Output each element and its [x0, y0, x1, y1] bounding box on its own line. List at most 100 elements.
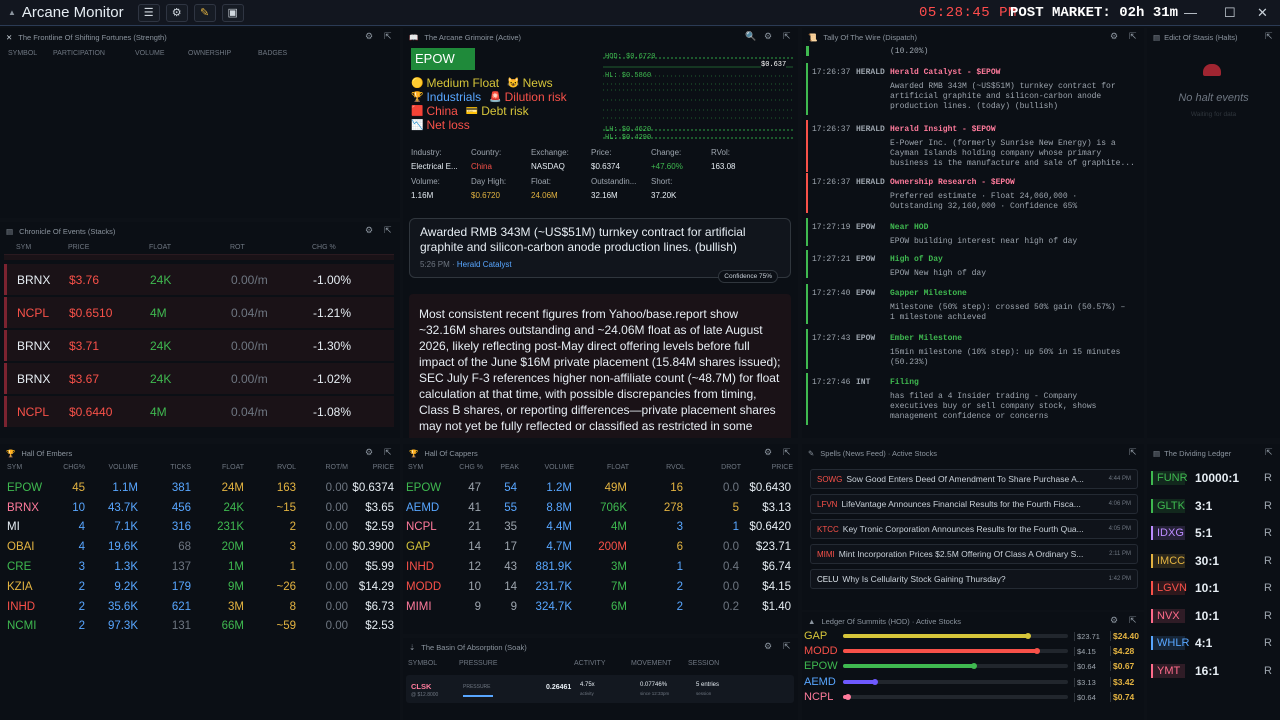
collapse-icon[interactable]: ⇱	[783, 447, 791, 457]
summit-row[interactable]: NCPL $0.64 $0.74	[802, 690, 1144, 705]
news-item[interactable]: LFVN LifeVantage Announces Financial Resu…	[810, 494, 1138, 514]
news-item[interactable]: SOWG Sow Good Enters Deed Of Amendment To…	[810, 469, 1138, 489]
table-row[interactable]: MODD 10 14 231.7K 7M 2 0.0 $4.15	[403, 577, 798, 597]
gear-icon[interactable]: ⚙	[365, 31, 374, 41]
col-chg[interactable]: CHG%	[63, 463, 85, 471]
col-drot[interactable]: DROT	[721, 463, 741, 471]
edit-button[interactable]: ✎	[193, 3, 216, 22]
collapse-icon[interactable]: ⇱	[783, 31, 791, 41]
col-float[interactable]: FLOAT	[606, 463, 629, 471]
wire-item[interactable]: 17:26:37 HERALD Ownership Research - $EPOW…	[812, 178, 1142, 211]
wire-item[interactable]: 17:27:43 EPOW Ember Milestone 15min milesto…	[812, 334, 1142, 367]
split-row[interactable]: NVX 10:1 R	[1147, 604, 1280, 628]
table-row[interactable]: CRE 3 1.3K 137 1M 1 0.00 $5.99	[0, 557, 400, 577]
collapse-icon[interactable]: ⇱	[1129, 447, 1137, 457]
stack-row[interactable]: NCPL $0.6510 4M 0.04/m -1.21%	[4, 297, 394, 328]
col-chg[interactable]: CHG %	[459, 463, 483, 471]
col-movement[interactable]: MOVEMENT	[631, 659, 672, 667]
col-volume[interactable]: VOLUME	[108, 463, 138, 471]
col-price[interactable]: PRICE	[771, 463, 793, 471]
minimize-button[interactable]: —	[1184, 5, 1197, 20]
col-badges[interactable]: BADGES	[258, 49, 288, 57]
summit-row[interactable]: EPOW $0.64 $0.67	[802, 659, 1144, 674]
news-item[interactable]: MIMI Mint Incorporation Prices $2.5M Offe…	[810, 544, 1138, 564]
collapse-icon[interactable]: ⇱	[1265, 447, 1273, 457]
col-float[interactable]: FLOAT	[149, 243, 172, 251]
collapse-icon[interactable]: ⇱	[1265, 31, 1273, 41]
table-row[interactable]: NCPL 21 35 4.4M 4M 3 1 $0.6420	[403, 518, 798, 538]
basin-row[interactable]: CLSK @ $12.8000 PRESSURE 0.26461 4.75x a…	[406, 675, 794, 703]
stack-row[interactable]: NCPL $0.6440 4M 0.04/m -1.08%	[4, 396, 394, 427]
wire-item[interactable]: 17:27:40 EPOW Gapper Milestone Milestone (5…	[812, 289, 1142, 322]
col-rot[interactable]: ROT/M	[325, 463, 348, 471]
col-rvol[interactable]: RVOL	[277, 463, 296, 471]
split-row[interactable]: FUNR 10000:1 R	[1147, 466, 1280, 490]
table-row[interactable]: NCMI 2 97.3K 131 66M ~59 0.00 $2.53	[0, 617, 400, 637]
wire-item[interactable]: 17:27:46 INT Filing has filed a 4 Insider t…	[812, 378, 1142, 421]
col-rvol[interactable]: RVOL	[666, 463, 685, 471]
col-ticks[interactable]: TICKS	[170, 463, 191, 471]
split-row[interactable]: IDXG 5:1 R	[1147, 521, 1280, 545]
gear-icon[interactable]: ⚙	[1110, 615, 1119, 625]
col-activity[interactable]: ACTIVITY	[574, 659, 606, 667]
gear-icon[interactable]: ⚙	[365, 447, 374, 457]
col-float[interactable]: FLOAT	[221, 463, 244, 471]
col-session[interactable]: SESSION	[688, 659, 720, 667]
stack-row[interactable]: BRNX $3.76 24K 0.00/m -1.00%	[4, 264, 394, 295]
col-peak[interactable]: PEAK	[500, 463, 519, 471]
table-row[interactable]: MIMI 9 9 324.7K 6M 2 0.2 $1.40	[403, 597, 798, 617]
col-symbol[interactable]: SYMBOL	[8, 49, 38, 57]
collapse-icon[interactable]: ⇱	[1129, 31, 1137, 41]
settings-button[interactable]: ⚙	[165, 3, 188, 22]
layout-button[interactable]: ▣	[221, 3, 244, 22]
wire-item[interactable]: 17:27:19 EPOW Near HOD EPOW building intere…	[812, 223, 1142, 246]
news-item[interactable]: KTCC Key Tronic Corporation Announces Res…	[810, 519, 1138, 539]
table-row[interactable]: EPOW 45 1.1M 381 24M 163 0.00 $0.6374	[0, 478, 400, 498]
table-row[interactable]: OBAI 4 19.6K 68 20M 3 0.00 $0.3900	[0, 537, 400, 557]
symbol-badge[interactable]: EPOW	[411, 48, 475, 70]
split-row[interactable]: IMCC 30:1 R	[1147, 549, 1280, 573]
wire-item[interactable]: 17:26:37 HERALD Herald Insight - $EPOW E-Po…	[812, 125, 1142, 168]
stack-row[interactable]: BRNX $3.71 24K 0.00/m -1.30%	[4, 330, 394, 361]
gear-icon[interactable]: ⚙	[1110, 31, 1119, 41]
collapse-icon[interactable]: ⇱	[384, 31, 392, 41]
headline-source[interactable]: Herald Catalyst	[456, 260, 512, 269]
col-ownership[interactable]: OWNERSHIP	[188, 49, 232, 57]
col-sym[interactable]: SYM	[16, 243, 32, 251]
split-row[interactable]: LGVN 10:1 R	[1147, 576, 1280, 600]
col-sym[interactable]: SYM	[7, 463, 23, 471]
col-pressure[interactable]: PRESSURE	[459, 659, 498, 667]
news-item[interactable]: CELU Why Is Cellularity Stock Gaining Thu…	[810, 569, 1138, 589]
gear-icon[interactable]: ⚙	[764, 31, 773, 41]
col-chg[interactable]: CHG %	[312, 243, 336, 251]
col-sym[interactable]: SYM	[408, 463, 424, 471]
headline-card[interactable]: Awarded RMB 343M (~US$51M) turnkey contr…	[409, 218, 791, 283]
summit-row[interactable]: AEMD $3.13 $3.42	[802, 675, 1144, 690]
split-row[interactable]: YMT 16:1 R	[1147, 659, 1280, 683]
table-row[interactable]: MI 4 7.1K 316 231K 2 0.00 $2.59	[0, 518, 400, 538]
collapse-icon[interactable]: ⇱	[384, 447, 392, 457]
collapse-icon[interactable]: ⇱	[384, 225, 392, 235]
gear-icon[interactable]: ⚙	[764, 641, 773, 651]
col-volume[interactable]: VOLUME	[544, 463, 574, 471]
collapse-icon[interactable]: ⇱	[783, 641, 791, 651]
close-window-button[interactable]: ✕	[1257, 5, 1268, 20]
table-row[interactable]: AEMD 41 55 8.8M 706K 278 5 $3.13	[403, 498, 798, 518]
table-row[interactable]: EPOW 47 54 1.2M 49M 16 0.0 $0.6430	[403, 478, 798, 498]
split-row[interactable]: GLTK 3:1 R	[1147, 494, 1280, 518]
gear-icon[interactable]: ⚙	[764, 447, 773, 457]
col-volume[interactable]: VOLUME	[135, 49, 165, 57]
wire-item[interactable]: 17:27:21 EPOW High of Day EPOW New high of …	[812, 255, 1142, 278]
search-icon[interactable]: 🔍	[745, 31, 757, 41]
gear-icon[interactable]: ⚙	[365, 225, 374, 235]
col-price[interactable]: PRICE	[68, 243, 90, 251]
table-row[interactable]: GAP 14 17 4.7M 200M 6 0.0 $23.71	[403, 537, 798, 557]
col-symbol[interactable]: SYMBOL	[408, 659, 438, 667]
wire-item[interactable]: 17:26:37 HERALD Herald Catalyst - $EPOW Awa…	[812, 68, 1142, 111]
col-price[interactable]: PRICE	[372, 463, 394, 471]
summit-row[interactable]: GAP $23.71 $24.40	[802, 629, 1144, 644]
menu-button[interactable]: ☰	[137, 3, 160, 22]
table-row[interactable]: INHD 12 43 881.9K 3M 1 0.4 $6.74	[403, 557, 798, 577]
split-row[interactable]: WHLR 4:1 R	[1147, 631, 1280, 655]
table-row[interactable]: KZIA 2 9.2K 179 9M ~26 0.00 $14.29	[0, 577, 400, 597]
